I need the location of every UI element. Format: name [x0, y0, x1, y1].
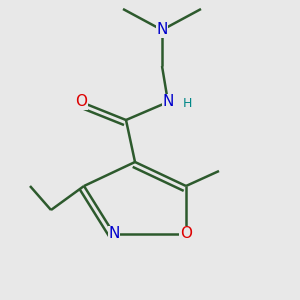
Text: N: N — [156, 22, 168, 38]
Text: O: O — [75, 94, 87, 110]
Text: N: N — [162, 94, 174, 110]
Text: H: H — [183, 97, 192, 110]
Text: O: O — [180, 226, 192, 242]
Text: N: N — [108, 226, 120, 242]
